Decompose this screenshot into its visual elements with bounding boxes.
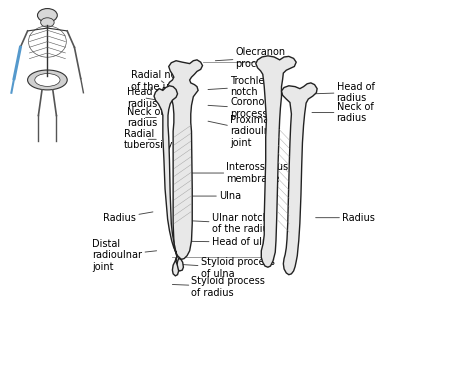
Text: Proximal
radioulnar
joint: Proximal radioulnar joint: [208, 115, 280, 148]
Text: Head of
radius: Head of radius: [127, 88, 165, 109]
Text: Radial
tuberosity: Radial tuberosity: [124, 129, 173, 150]
Text: Ulnar notch
of the radius: Ulnar notch of the radius: [186, 213, 273, 234]
Text: Radius: Radius: [316, 213, 375, 223]
Polygon shape: [154, 86, 179, 276]
Polygon shape: [168, 60, 202, 271]
Text: Olecranon
process: Olecranon process: [215, 47, 286, 69]
Text: Neck of
radius: Neck of radius: [127, 107, 164, 128]
Text: Radial notch
of the ulna: Radial notch of the ulna: [131, 70, 192, 92]
Ellipse shape: [35, 74, 60, 86]
Ellipse shape: [41, 18, 54, 27]
Polygon shape: [282, 83, 317, 275]
Text: Radius: Radius: [103, 212, 153, 223]
Ellipse shape: [37, 9, 57, 22]
Text: Trochlear
notch: Trochlear notch: [208, 76, 274, 98]
Polygon shape: [256, 56, 296, 267]
Text: Neck of
radius: Neck of radius: [312, 102, 374, 123]
Text: Head of
radius: Head of radius: [312, 82, 374, 103]
Text: Styloid process
of ulna: Styloid process of ulna: [179, 257, 274, 279]
Text: Head of ulna: Head of ulna: [186, 237, 274, 247]
Text: Ulna: Ulna: [191, 191, 241, 201]
Text: Distal
radioulnar
joint: Distal radioulnar joint: [92, 239, 156, 272]
Ellipse shape: [27, 70, 67, 90]
Text: Interosseous
membrane: Interosseous membrane: [191, 162, 289, 184]
Text: Coronoid
process: Coronoid process: [208, 98, 273, 119]
Text: Styloid process
of radius: Styloid process of radius: [173, 276, 265, 298]
